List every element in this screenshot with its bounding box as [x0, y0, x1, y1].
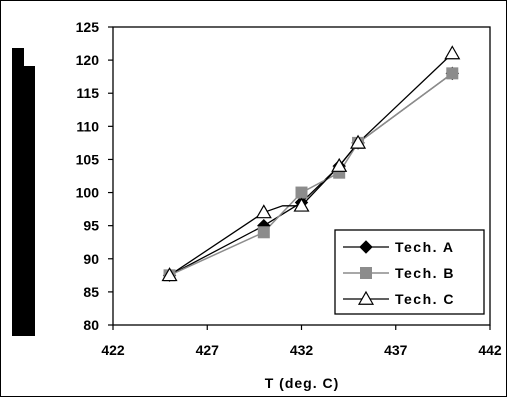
x-tick-label: 422 [101, 342, 125, 358]
y-tick-label: 90 [83, 251, 99, 267]
y-tick-label: 120 [76, 52, 100, 68]
y-tick-label: 105 [76, 151, 100, 167]
y-tick-label: 80 [83, 317, 99, 333]
x-tick-label: 432 [290, 342, 314, 358]
legend-marker-square [360, 267, 372, 279]
y-tick-label: 115 [76, 85, 99, 101]
y-tick-label: 95 [83, 218, 99, 234]
legend-box [334, 229, 485, 315]
legend-label: Tech. B [395, 265, 455, 281]
legend-marker-diamond [359, 240, 373, 254]
x-axis-title: T (deg. C) [265, 375, 340, 391]
series-line-square [169, 72, 453, 277]
data-point-triangle [350, 134, 367, 149]
y-axis: 80 85 90 95 100 105 110 115 120 125 [76, 19, 113, 333]
series-markers [161, 45, 461, 283]
data-point-square [295, 186, 308, 199]
data-point-triangle [255, 204, 272, 219]
x-tick-label: 437 [384, 342, 408, 358]
data-point-triangle [293, 197, 310, 212]
y-tick-label: 85 [83, 284, 99, 300]
x-tick-label: 427 [196, 342, 220, 358]
y-tick-label: 110 [76, 118, 99, 134]
x-axis: 422 427 432 437 442 [101, 325, 502, 358]
x-tick-label: 442 [478, 342, 502, 358]
legend: Tech. A Tech. B Tech. C [334, 229, 485, 315]
data-point-square [446, 67, 459, 80]
y-axis-label-block [12, 66, 35, 336]
data-point-square [257, 226, 270, 239]
y-tick-label: 125 [76, 19, 100, 35]
y-tick-label: 100 [76, 185, 100, 201]
legend-marker-triangle [357, 290, 375, 305]
data-point-triangle [331, 157, 348, 172]
legend-label: Tech. C [395, 291, 455, 307]
legend-label: Tech. A [395, 239, 455, 255]
data-point-triangle [161, 267, 178, 282]
data-point-triangle [444, 45, 461, 60]
y-axis-label-block-top [12, 48, 24, 66]
